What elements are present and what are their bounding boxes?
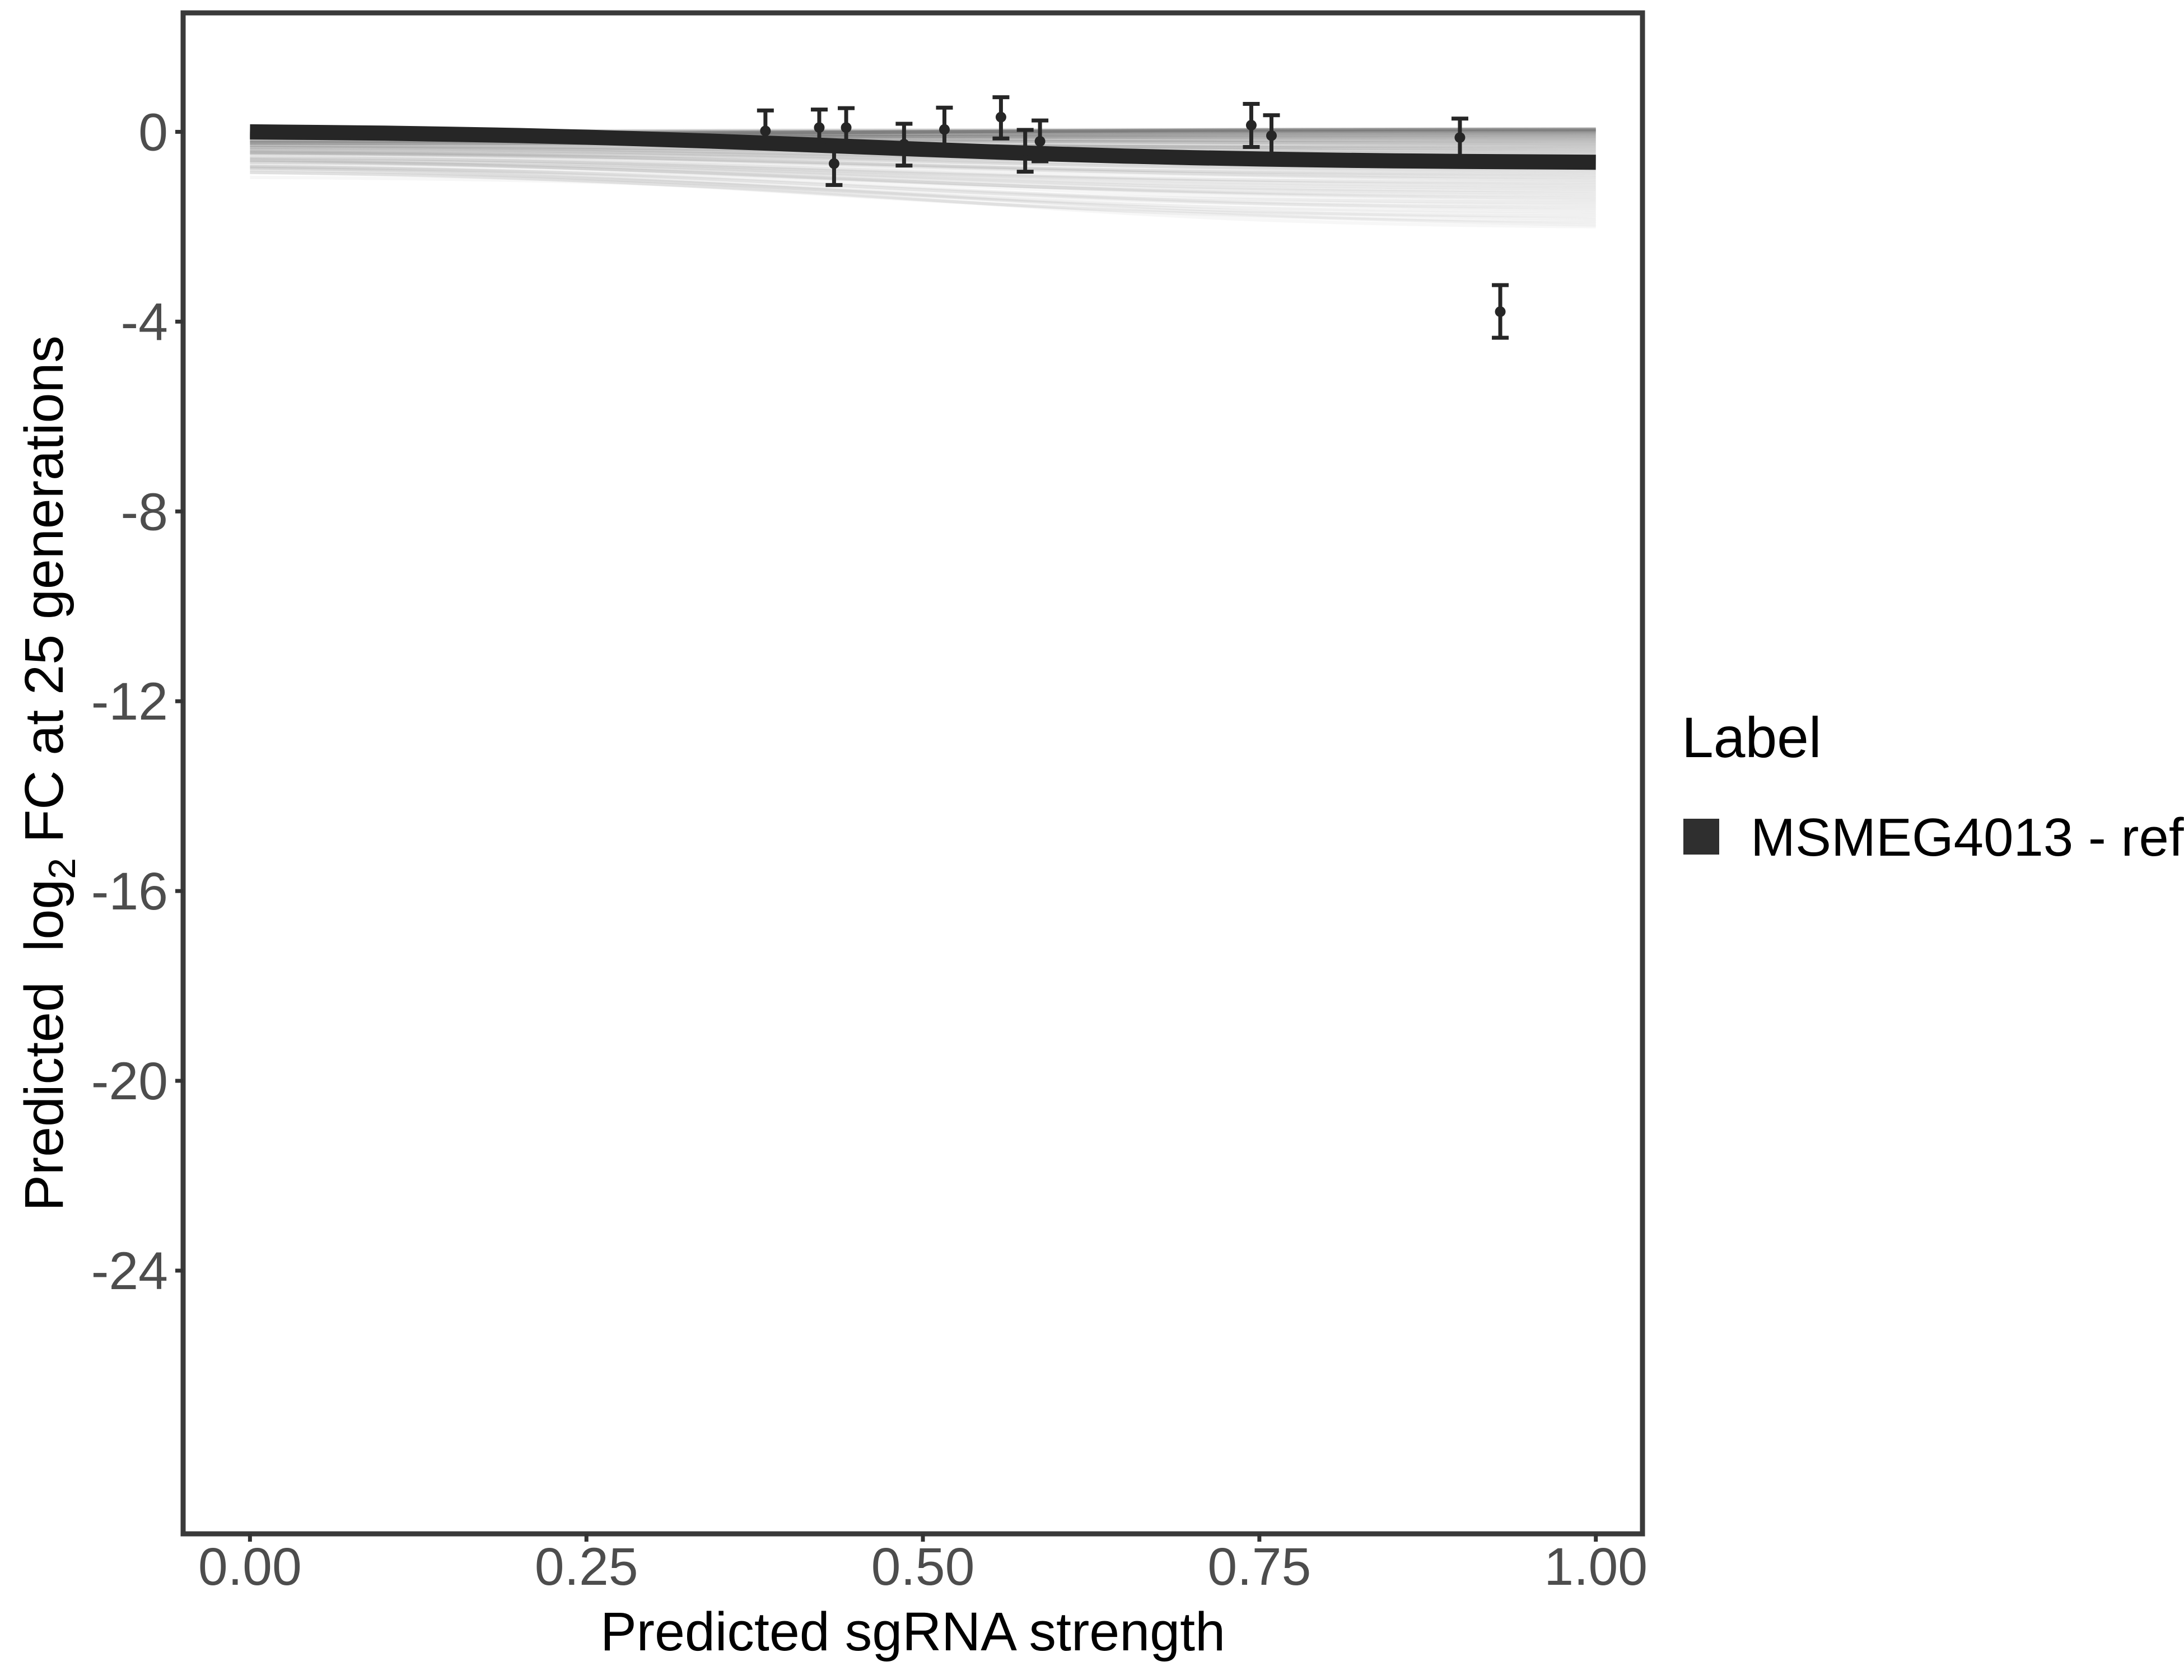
pointrange — [825, 140, 843, 187]
posterior-draw-line — [250, 152, 1596, 175]
posterior-draw-line — [250, 160, 1596, 198]
posterior-draw-line — [250, 150, 1596, 180]
pointrange — [1243, 101, 1260, 150]
posterior-draw-line — [250, 175, 1596, 228]
posterior-draw-line — [250, 151, 1596, 181]
data-point — [898, 138, 909, 150]
y-axis-title-subscript: 2 — [41, 858, 83, 879]
posterior-draw-line — [250, 158, 1596, 190]
posterior-draw-line — [250, 155, 1596, 184]
data-point — [760, 125, 771, 137]
legend: Label MSMEG4013 - ref — [1682, 706, 2184, 867]
posterior-draw-line — [250, 165, 1596, 209]
data-point — [1034, 136, 1046, 147]
panel-border — [180, 10, 1645, 1537]
posterior-draw-line — [250, 158, 1596, 200]
posterior-draw-line — [250, 151, 1596, 183]
posterior-draw-line — [250, 160, 1596, 193]
pointrange — [1492, 283, 1509, 340]
pointrange — [1451, 116, 1468, 160]
data-point — [995, 111, 1006, 123]
pointrange — [838, 106, 855, 148]
posterior-draw-line — [250, 166, 1596, 216]
posterior-draw-line — [250, 157, 1596, 196]
posterior-draw-line — [250, 155, 1596, 186]
y-axis-title-prefix: Predicted log — [13, 879, 74, 1211]
pointrange — [1263, 113, 1280, 158]
x-tick-label: 1.00 — [1544, 1537, 1648, 1597]
posterior-draw-line — [250, 164, 1596, 212]
data-point — [939, 124, 950, 135]
pointrange — [895, 122, 913, 168]
x-axis: 0.00 0.25 0.50 0.75 1.00 — [198, 1534, 1648, 1597]
posterior-draw-line — [250, 148, 1596, 174]
y-tick-label: -4 — [121, 292, 168, 352]
y-tick-label: -12 — [91, 672, 168, 731]
posterior-draw-line — [250, 158, 1596, 199]
x-tick-label: 0.00 — [198, 1537, 302, 1597]
data-point — [1495, 306, 1506, 318]
posterior-draw-line — [250, 164, 1596, 207]
posterior-draw-line — [250, 156, 1596, 188]
posterior-draw-line — [250, 171, 1596, 218]
data-point — [1266, 130, 1277, 141]
posterior-draw-line — [250, 157, 1596, 192]
pointrange — [1032, 118, 1049, 164]
posterior-draw-line — [250, 152, 1596, 185]
data-point — [828, 158, 839, 169]
posterior-draw-line — [250, 167, 1596, 221]
y-tick-label: -16 — [91, 862, 168, 921]
posterior-draw-line — [250, 170, 1596, 227]
posterior-draw-line — [250, 170, 1596, 225]
y-tick-label: 0 — [138, 102, 168, 162]
posterior-draw-line — [250, 164, 1596, 206]
legend-item-label: MSMEG4013 - ref — [1751, 808, 2184, 867]
x-tick-label: 0.50 — [871, 1537, 975, 1597]
posterior-draw-line — [250, 150, 1596, 171]
plot-panel — [185, 15, 1640, 1532]
y-axis-title: Predicted log2 FC at 25 generations — [13, 335, 83, 1211]
y-tick-label: -20 — [91, 1052, 168, 1111]
pointrange — [992, 95, 1010, 141]
legend-title: Label — [1682, 706, 1822, 769]
data-point — [1245, 120, 1257, 131]
y-axis: 0 -4 -8 -12 -16 -20 -24 — [91, 102, 183, 1301]
posterior-draw-line — [250, 149, 1596, 178]
posterior-draw-line — [250, 151, 1596, 177]
pointrange — [936, 105, 953, 152]
x-axis-title: Predicted sgRNA strength — [600, 1601, 1225, 1662]
data-point — [1454, 132, 1466, 143]
y-tick-label: -8 — [121, 482, 168, 542]
pointrange — [1016, 128, 1034, 174]
posterior-draw-line — [250, 170, 1596, 223]
posterior-draw-line — [250, 167, 1596, 211]
pointrange — [810, 108, 828, 147]
posterior-draw-line — [250, 151, 1596, 172]
x-tick-label: 0.25 — [535, 1537, 638, 1597]
posterior-draw-line — [250, 165, 1596, 204]
posterior-draw-line — [250, 166, 1596, 214]
posterior-draw-line — [250, 161, 1596, 202]
data-point — [841, 122, 852, 133]
x-tick-label: 0.75 — [1207, 1537, 1311, 1597]
y-axis-title-suffix: FC at 25 generations — [13, 335, 74, 858]
posterior-draw-line — [250, 161, 1596, 194]
pointrange — [757, 108, 774, 147]
fit-line — [250, 124, 1596, 170]
data-point — [814, 122, 825, 133]
y-tick-label: -24 — [91, 1242, 168, 1301]
posterior-draw-line — [250, 168, 1596, 220]
legend-key-swatch — [1683, 819, 1719, 855]
data-point — [1020, 144, 1031, 156]
data-points — [757, 95, 1509, 340]
